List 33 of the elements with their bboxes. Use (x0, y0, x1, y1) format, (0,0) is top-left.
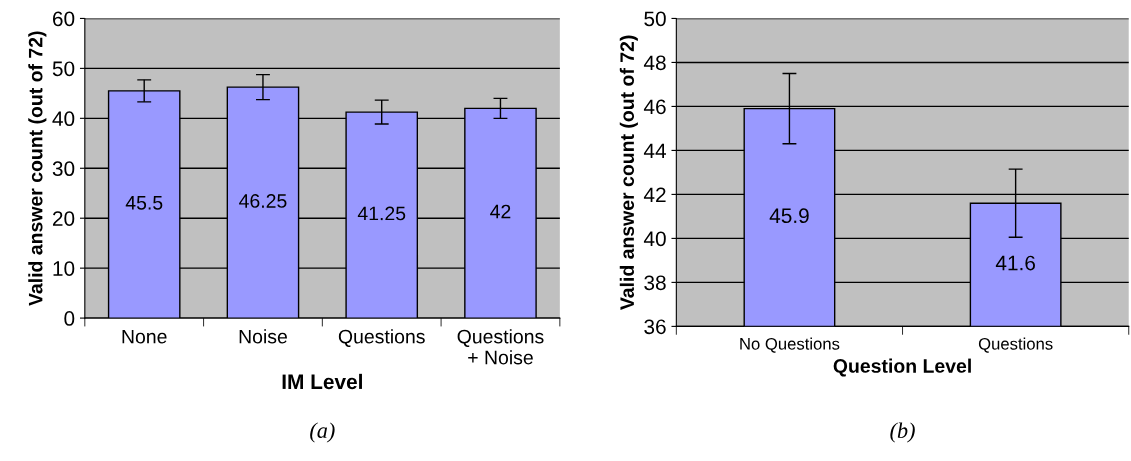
data-label: 41.6 (995, 255, 1035, 271)
text: (a) (310, 422, 335, 443)
data-label: 46.25 (239, 194, 287, 208)
x-tick-label: None (122, 329, 167, 344)
y-tick-label: 30 (52, 161, 75, 177)
y-tick-label: 50 (52, 61, 75, 77)
y-tick-label: 50 (644, 11, 666, 27)
y-tick-label: 40 (52, 111, 75, 127)
data-label: 45.5 (125, 196, 163, 210)
x-tick-label: Questions + Noise (457, 329, 544, 365)
y-tick-label: 36 (644, 319, 666, 335)
text: (b) (890, 422, 915, 443)
x-tick-label: Questions (338, 329, 425, 347)
x-axis-title: IM Level (282, 373, 362, 390)
y-tick-label: 40 (643, 231, 666, 247)
y-tick-label: 42 (643, 187, 666, 202)
x-tick-label: No Questions (740, 337, 840, 353)
y-tick-label: 48 (643, 55, 666, 71)
y-tick-label: 38 (644, 275, 666, 291)
y-tick-label: 44 (643, 143, 667, 158)
x-axis-title: Question Level (833, 358, 971, 377)
x-tick-label: Noise (239, 329, 287, 344)
y-axis-title: Valid answer count (out of 72) (28, 31, 47, 306)
y-tick-label: 10 (53, 261, 75, 276)
y-tick-label: 0 (64, 311, 75, 326)
y-tick-label: 20 (52, 211, 75, 226)
data-label: 41.25 (357, 206, 406, 221)
y-tick-label: 46 (643, 99, 666, 115)
y-axis-title: Valid answer count (out of 72) (619, 35, 638, 311)
y-tick-label: 60 (52, 11, 75, 27)
data-label: 45.9 (769, 208, 809, 224)
data-label: 42 (490, 204, 511, 219)
x-tick-label: Questions (978, 337, 1053, 353)
